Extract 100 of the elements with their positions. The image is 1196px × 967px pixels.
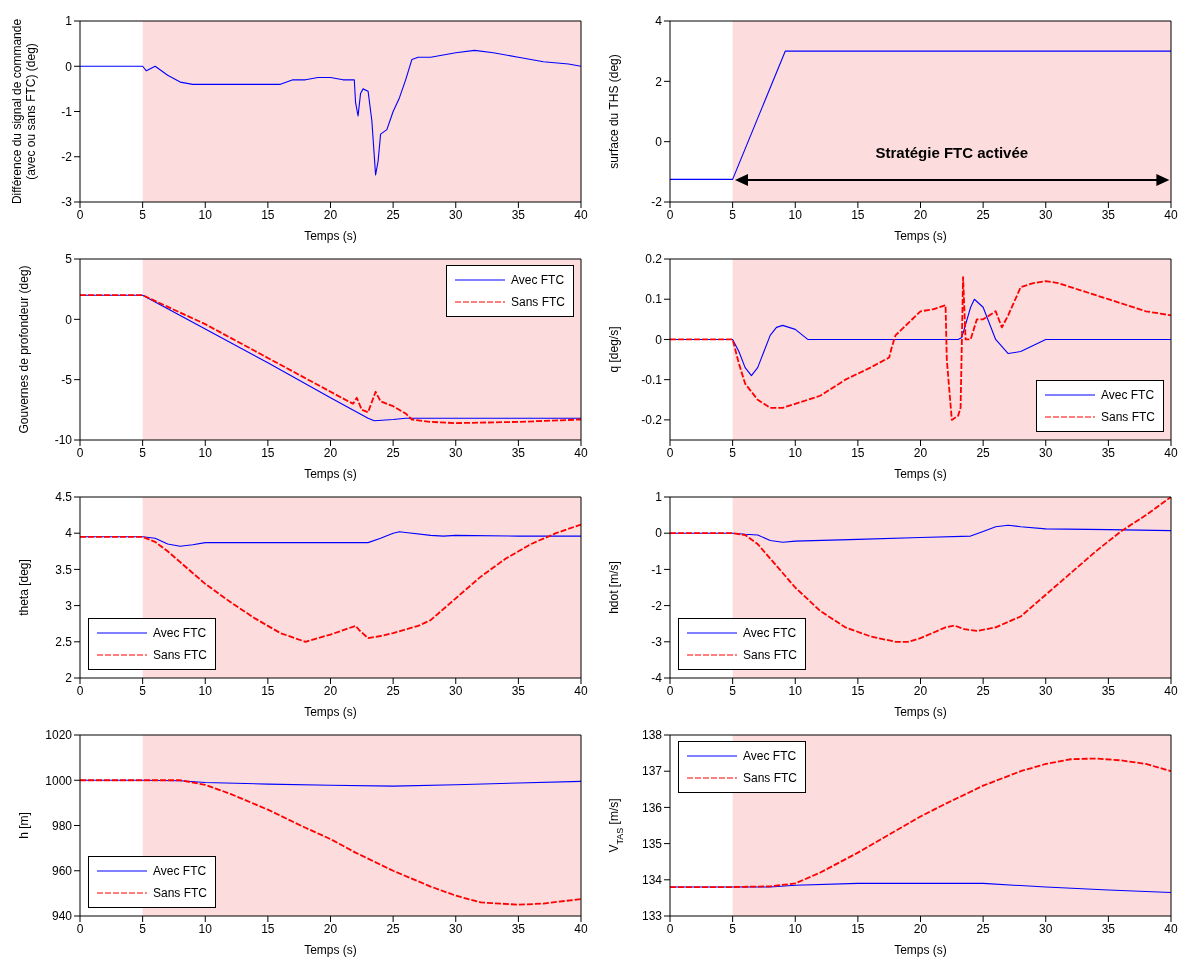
x-tick-label: 35 (511, 921, 526, 936)
x-tick-label: 20 (323, 445, 338, 460)
y-tick-label: 4 (65, 526, 73, 541)
y-tick-label: -2 (651, 195, 663, 210)
x-tick-label: 0 (76, 921, 84, 936)
x-tick-label: 20 (323, 683, 338, 698)
y-tick-label: 2 (655, 74, 663, 89)
y-tick-label: 0.1 (645, 292, 663, 307)
y-tick-label: 1 (65, 14, 73, 29)
x-tick-label: 30 (449, 207, 463, 222)
y-tick-label: 0 (65, 312, 73, 327)
legend-label: Sans FTC (510, 295, 565, 309)
x-tick-label: 40 (574, 207, 588, 222)
y-tick-label: 940 (51, 909, 73, 924)
x-tick-label: 25 (976, 207, 991, 222)
x-tick-label: 20 (323, 921, 338, 936)
y-tick-label: -3 (61, 195, 73, 210)
y-tick-label: -1 (61, 104, 73, 119)
x-tick-label: 10 (198, 207, 213, 222)
y-tick-label: 134 (641, 873, 663, 888)
x-tick-label: 40 (1164, 207, 1178, 222)
x-axis-title: Temps (s) (894, 467, 947, 481)
x-tick-label: 5 (729, 207, 737, 222)
x-tick-label: 40 (574, 445, 588, 460)
x-tick-label: 35 (1101, 207, 1116, 222)
x-tick-label: 0 (666, 445, 674, 460)
line-series (80, 523, 581, 643)
y-tick-label: -1 (651, 562, 663, 577)
x-tick-label: 0 (76, 683, 84, 698)
x-tick-label: 30 (1039, 921, 1053, 936)
x-tick-label: 5 (729, 683, 737, 698)
x-tick-label: 30 (1039, 445, 1053, 460)
x-tick-label: 5 (139, 683, 147, 698)
x-tick-label: 25 (386, 445, 401, 460)
x-tick-label: 40 (1164, 683, 1178, 698)
y-axis-title: Gouvernes de profondeur (deg) (17, 265, 31, 434)
x-tick-label: 20 (913, 445, 928, 460)
y-tick-label: -3 (651, 635, 663, 650)
x-tick-label: 35 (1101, 921, 1116, 936)
legend-label: Sans FTC (153, 886, 208, 900)
x-tick-label: 15 (851, 683, 865, 698)
x-tick-label: 10 (788, 445, 803, 460)
y-tick-label: 138 (641, 728, 663, 743)
x-tick-label: 15 (261, 683, 275, 698)
x-tick-label: 20 (323, 207, 338, 222)
y-tick-label: 1020 (45, 728, 73, 743)
x-tick-label: 30 (1039, 683, 1053, 698)
y-tick-label: 0 (655, 134, 663, 149)
legend-label: Sans FTC (743, 771, 798, 785)
x-tick-label: 40 (1164, 445, 1178, 460)
x-tick-label: 5 (729, 921, 737, 936)
y-tick-label: 0 (655, 332, 663, 347)
x-axis-title: Temps (s) (304, 705, 357, 719)
y-tick-label: 980 (51, 818, 73, 833)
x-tick-label: 10 (198, 921, 213, 936)
y-tick-label: -10 (54, 433, 73, 448)
y-tick-label: -2 (61, 150, 73, 165)
x-tick-label: 25 (386, 921, 401, 936)
x-tick-label: 30 (449, 921, 463, 936)
x-tick-label: 35 (511, 207, 526, 222)
x-axis-title: Temps (s) (894, 943, 947, 957)
x-tick-label: 5 (139, 921, 147, 936)
x-tick-label: 15 (261, 207, 275, 222)
x-tick-label: 10 (788, 921, 803, 936)
x-tick-label: 5 (139, 207, 147, 222)
x-axis-title: Temps (s) (304, 229, 357, 243)
x-tick-label: 10 (788, 683, 803, 698)
y-axis-title: h [m] (17, 812, 31, 839)
y-tick-label: -5 (61, 372, 73, 387)
y-tick-label: 0 (65, 59, 73, 74)
legend-label: Sans FTC (743, 648, 798, 662)
y-axis-title: surface du THS (deg) (607, 54, 621, 169)
y-tick-label: 1000 (45, 773, 73, 788)
y-tick-label: 0 (655, 526, 663, 541)
y-tick-label: 5 (65, 252, 73, 267)
x-tick-label: 40 (1164, 921, 1178, 936)
line-series (80, 779, 581, 906)
y-tick-label: 133 (641, 909, 663, 924)
y-tick-label: 136 (641, 800, 663, 815)
x-tick-label: 5 (139, 445, 147, 460)
y-axis-title: q [deg/s] (607, 326, 621, 373)
y-tick-label: -4 (651, 671, 663, 686)
y-tick-label: -2 (651, 598, 663, 613)
x-tick-label: 25 (976, 445, 991, 460)
y-tick-label: 3.5 (55, 562, 73, 577)
x-tick-label: 25 (386, 683, 401, 698)
x-tick-label: 15 (851, 921, 865, 936)
x-tick-label: 5 (729, 445, 737, 460)
legend-label: Avec FTC (153, 864, 207, 878)
x-tick-label: 0 (666, 921, 674, 936)
legend-label: Avec FTC (153, 626, 207, 640)
x-tick-label: 30 (1039, 207, 1053, 222)
x-tick-label: 35 (511, 683, 526, 698)
x-tick-label: 30 (449, 683, 463, 698)
band-label: Stratégie FTC activée (874, 144, 1030, 162)
x-axis-title: Temps (s) (304, 943, 357, 957)
y-tick-label: 137 (641, 764, 663, 779)
x-tick-label: 40 (574, 921, 588, 936)
x-tick-label: 15 (851, 445, 865, 460)
y-axis-title: theta [deg] (17, 559, 31, 616)
